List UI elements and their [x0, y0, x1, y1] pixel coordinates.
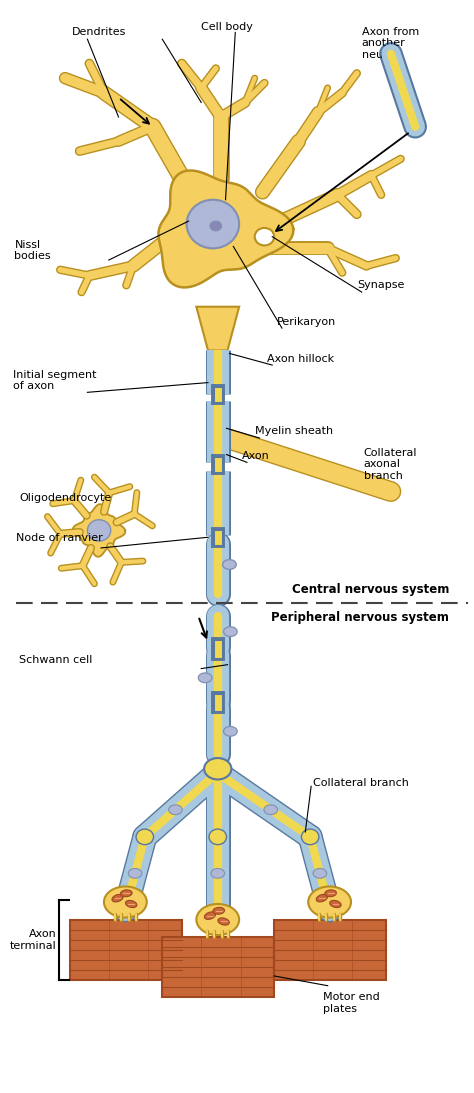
Text: Axon: Axon [242, 450, 270, 460]
Ellipse shape [223, 560, 236, 569]
Bar [70, 919, 182, 979]
Ellipse shape [126, 901, 137, 907]
Ellipse shape [198, 673, 212, 683]
Text: Node of ranvier: Node of ranvier [17, 533, 103, 543]
Ellipse shape [204, 912, 216, 919]
Text: Nissl
bodies: Nissl bodies [14, 239, 51, 261]
Ellipse shape [316, 894, 328, 902]
Text: Central nervous system: Central nervous system [292, 583, 449, 596]
Ellipse shape [325, 890, 337, 896]
Polygon shape [158, 171, 293, 287]
Polygon shape [73, 504, 125, 556]
Polygon shape [196, 307, 239, 351]
Ellipse shape [264, 804, 278, 814]
Bar [162, 937, 274, 998]
Ellipse shape [204, 759, 231, 779]
Ellipse shape [211, 869, 225, 878]
Ellipse shape [112, 894, 123, 902]
Ellipse shape [330, 901, 341, 907]
Text: Collateral
axonal
branch: Collateral axonal branch [364, 448, 417, 481]
Ellipse shape [104, 886, 147, 918]
Text: Synapse: Synapse [357, 280, 404, 291]
Ellipse shape [136, 830, 154, 845]
Ellipse shape [209, 830, 227, 845]
Text: Perikaryon: Perikaryon [277, 317, 337, 327]
Text: Axon from
another
neuron: Axon from another neuron [362, 26, 419, 60]
Ellipse shape [196, 904, 239, 936]
Ellipse shape [308, 886, 351, 918]
Bar [274, 919, 386, 979]
Ellipse shape [224, 727, 237, 737]
Ellipse shape [213, 907, 225, 914]
Text: Myelin sheath: Myelin sheath [255, 426, 333, 436]
Ellipse shape [128, 869, 142, 878]
Ellipse shape [87, 520, 111, 541]
Text: Dendrites: Dendrites [72, 27, 126, 37]
Ellipse shape [301, 830, 319, 845]
Text: Cell body: Cell body [201, 22, 253, 32]
Ellipse shape [255, 228, 274, 246]
Text: Motor end
plates: Motor end plates [323, 992, 380, 1014]
Ellipse shape [218, 918, 229, 925]
Text: Axon
terminal: Axon terminal [9, 929, 56, 951]
Text: Oligodendrocyte: Oligodendrocyte [19, 493, 111, 504]
Ellipse shape [120, 890, 132, 896]
Ellipse shape [313, 869, 327, 878]
Ellipse shape [169, 804, 182, 814]
Text: Peripheral nervous system: Peripheral nervous system [272, 611, 449, 624]
Text: Collateral branch: Collateral branch [313, 778, 409, 788]
Text: Initial segment
of axon: Initial segment of axon [13, 369, 97, 391]
Ellipse shape [187, 200, 239, 248]
Text: Schwann cell: Schwann cell [19, 655, 93, 665]
Text: Axon hillock: Axon hillock [267, 354, 335, 364]
Ellipse shape [210, 221, 222, 231]
Ellipse shape [224, 626, 237, 636]
